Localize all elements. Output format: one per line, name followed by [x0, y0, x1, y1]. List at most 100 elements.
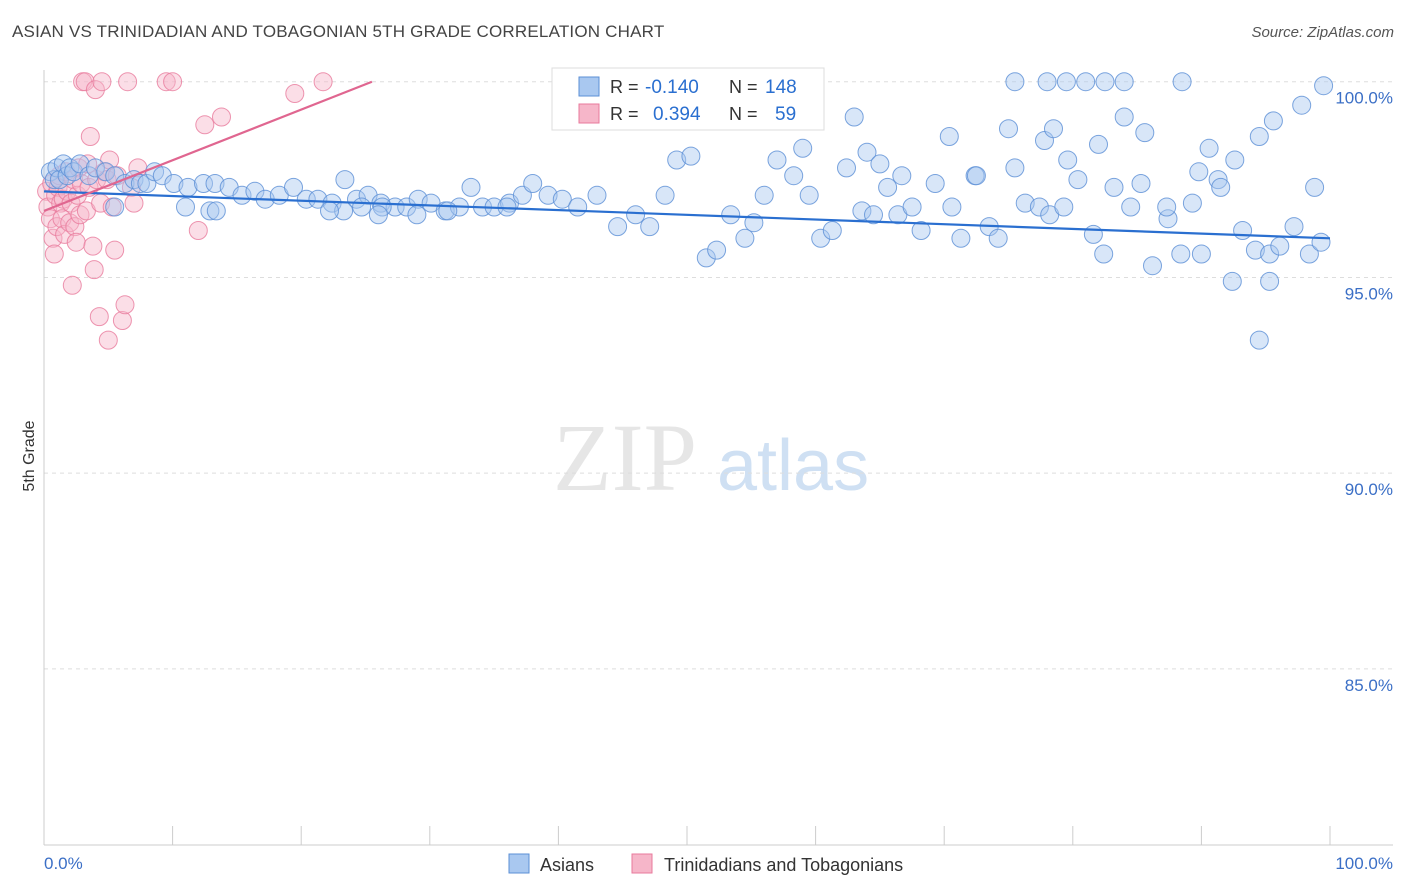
point-trinidadians [124, 193, 144, 213]
legend-r-value-trinidadians: 0.394 [653, 104, 701, 125]
point-asians [1094, 244, 1114, 264]
bottom-legend-swatch-trinidadians [631, 853, 653, 874]
point-asians [352, 197, 372, 217]
point-asians [1305, 177, 1325, 197]
point-asians [438, 201, 458, 221]
point-asians [911, 221, 931, 240]
point-asians [1005, 158, 1025, 178]
point-asians [655, 185, 675, 205]
point-asians [1029, 197, 1049, 217]
point-asians [152, 166, 172, 186]
point-trinidadians [92, 72, 112, 92]
point-asians [1233, 221, 1253, 240]
point-asians [1172, 72, 1192, 92]
point-trinidadians [195, 115, 215, 135]
point-trinidadians [75, 72, 95, 92]
point-asians [735, 228, 755, 248]
legend-r-label-2: R = [610, 104, 639, 124]
point-asians [1083, 224, 1103, 244]
point-asians [85, 158, 105, 178]
point-trinidadians [112, 311, 132, 330]
point-asians [951, 228, 971, 248]
point-asians [385, 197, 405, 217]
point-asians [1044, 119, 1063, 139]
x-tick-label-min: 0.0% [44, 854, 83, 873]
point-asians [1076, 72, 1096, 92]
y-tick-label: 95.0% [1345, 284, 1393, 303]
point-asians [857, 142, 877, 162]
point-asians [320, 201, 339, 221]
point-asians [296, 189, 316, 209]
trend-lines [43, 80, 1331, 240]
point-trinidadians [65, 217, 85, 237]
point-asians [721, 205, 741, 225]
point-asians [988, 228, 1008, 248]
point-asians [130, 174, 150, 193]
point-trinidadians [80, 127, 100, 146]
point-asians [925, 174, 945, 193]
point-asians [205, 174, 225, 193]
point-asians [284, 177, 303, 197]
point-asians [681, 146, 701, 166]
point-trinidadians [89, 307, 109, 327]
point-asians [1056, 72, 1076, 92]
point-asians [1114, 107, 1134, 127]
point-asians [696, 248, 716, 268]
point-trinidadians [43, 228, 63, 248]
point-asians [1089, 134, 1108, 154]
legend-n-value-trinidadians: 59 [775, 104, 796, 125]
point-asians [397, 197, 417, 217]
point-asians [608, 217, 628, 237]
point-asians [1189, 162, 1209, 182]
point-asians [587, 185, 607, 205]
legend-n-label-2: N = [729, 104, 758, 124]
point-trinidadians [115, 295, 135, 315]
y-tick-label: 90.0% [1345, 480, 1393, 499]
point-asians [754, 185, 774, 205]
series-asians-points [40, 72, 1334, 350]
trend-line-trinidadians [43, 80, 373, 212]
point-asians [137, 174, 157, 193]
point-asians [939, 127, 959, 146]
point-trinidadians [40, 209, 60, 229]
point-asians [1199, 138, 1219, 158]
point-asians [1054, 197, 1074, 217]
point-asians [1222, 271, 1242, 291]
point-asians [999, 119, 1018, 139]
point-asians [626, 205, 646, 225]
y-tick-label: 100.0% [1335, 89, 1393, 108]
point-asians [793, 138, 813, 158]
point-asians [837, 158, 856, 178]
stats-legend: R = -0.140 N = 148 R = 0.394 N = 59 [551, 67, 825, 131]
point-asians [1263, 111, 1283, 131]
point-asians [200, 201, 220, 221]
point-asians [811, 228, 831, 248]
point-trinidadians [212, 107, 231, 127]
point-trinidadians [98, 330, 118, 350]
legend-swatch-asians [578, 76, 600, 97]
point-asians [1104, 177, 1124, 197]
legend-r-value-asians: -0.140 [645, 77, 699, 98]
point-asians [1249, 127, 1269, 146]
point-asians [707, 240, 727, 260]
legend-n-value-asians: 148 [765, 77, 797, 98]
point-asians [942, 197, 962, 217]
point-asians [1245, 240, 1265, 260]
point-trinidadians [55, 224, 75, 244]
point-asians [523, 174, 543, 193]
point-asians [1260, 271, 1280, 291]
point-asians [568, 197, 588, 217]
point-asians [1015, 193, 1035, 213]
point-trinidadians [285, 84, 305, 103]
point-trinidadians [83, 236, 103, 256]
point-asians [105, 197, 125, 217]
point-asians [1311, 232, 1331, 252]
point-asians [966, 166, 986, 186]
point-asians [1157, 197, 1177, 217]
series-trinidadians-points [37, 72, 333, 350]
point-asians [1121, 197, 1141, 217]
point-asians [852, 201, 872, 221]
point-asians [96, 162, 116, 182]
point-asians [176, 197, 195, 217]
